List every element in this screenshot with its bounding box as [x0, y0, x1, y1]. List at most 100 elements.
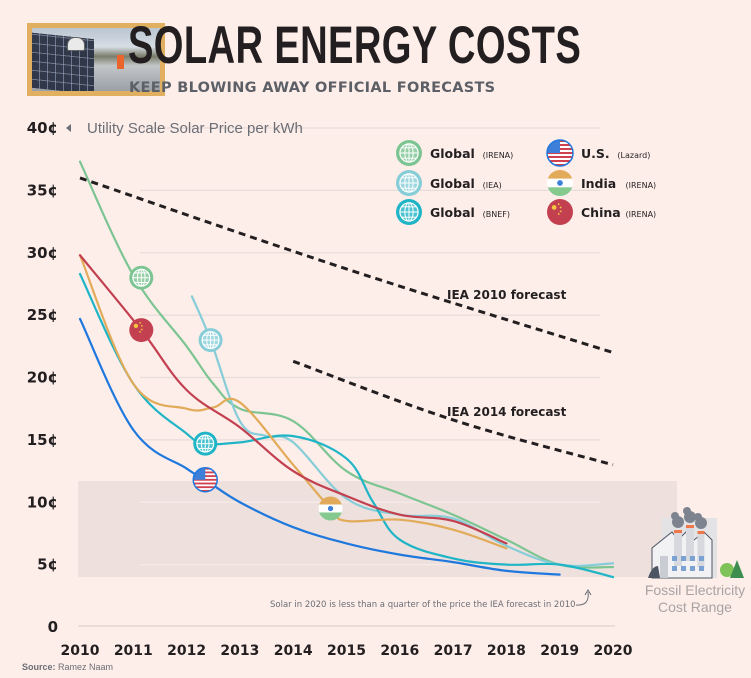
solar-workers-photo: [32, 28, 160, 91]
window: [699, 556, 704, 561]
globe-icon: [396, 170, 422, 196]
y-tick-label: 10¢: [27, 493, 58, 511]
window: [681, 566, 686, 571]
source-label: Source:: [22, 662, 56, 672]
legend-item: Global (IEA): [396, 170, 502, 196]
legend-item-name: China: [581, 205, 621, 220]
source-value: Ramez Naam: [58, 662, 114, 672]
header: SOLAR ENERGY COSTS KEEP BLOWING AWAY OFF…: [0, 0, 751, 110]
annotation-text: Solar in 2020 is less than a quarter of …: [270, 600, 576, 610]
dome: [648, 566, 660, 578]
globe-icon: [396, 140, 422, 166]
window: [690, 556, 695, 561]
legend-item: India (IRENA): [547, 170, 656, 196]
smoke: [671, 512, 679, 520]
y-tick-label: 5¢: [37, 556, 58, 574]
tree: [720, 563, 734, 577]
x-tick-label: 2013: [220, 643, 259, 659]
x-tick-label: 2010: [61, 643, 100, 659]
series-line: [190, 295, 615, 567]
x-tick-label: 2020: [594, 643, 633, 659]
legend-item: U.S. (Lazard): [546, 139, 650, 167]
legend-item: Global (BNEF): [396, 199, 510, 225]
y-tick-label: 25¢: [27, 306, 58, 324]
fossil-cost-band: [78, 481, 677, 578]
legend-item-source: (IEA): [483, 181, 502, 190]
chimney-top: [686, 525, 694, 528]
source-note: Source: Ramez Naam: [22, 662, 113, 672]
tree: [730, 560, 744, 578]
forecast-line: [79, 176, 614, 354]
page-subtitle: KEEP BLOWING AWAY OFFICIAL FORECASTS: [129, 80, 496, 96]
markers-layer: [129, 265, 343, 521]
legend-item-name: Global: [430, 176, 475, 191]
legend-item-source: (IRENA): [626, 210, 657, 219]
legend-item-source: (Lazard): [617, 151, 650, 160]
chimney: [686, 525, 694, 561]
window: [672, 566, 677, 571]
series-line: [78, 160, 615, 569]
x-tick-label: 2011: [114, 643, 153, 659]
chimney: [697, 531, 705, 567]
x-tick-label: 2018: [487, 643, 526, 659]
forecast-label: IEA 2010 forecast: [447, 288, 567, 302]
series-line: [78, 317, 561, 576]
chimney-top: [697, 531, 705, 534]
forecast-label: IEA 2014 forecast: [447, 405, 567, 419]
y-axis-label: Utility Scale Solar Price per kWh: [87, 120, 303, 137]
arrow-icon: [575, 591, 589, 606]
legend-item-source: (IRENA): [483, 151, 514, 160]
india-flag-icon: [547, 170, 573, 196]
window: [681, 556, 686, 561]
x-tick-label: 2019: [540, 643, 579, 659]
legend-item-source: (BNEF): [483, 210, 510, 219]
legend-item-name: India: [581, 176, 616, 191]
y-tick-label: 40¢: [27, 119, 58, 137]
x-tick-label: 2012: [167, 643, 206, 659]
fossil-range-label: Cost Range: [658, 599, 732, 615]
series-line: [78, 272, 615, 579]
y-tick-label: 15¢: [27, 431, 58, 449]
bands-layer: [78, 481, 677, 578]
legend-item: China (IRENA): [547, 199, 656, 225]
window: [672, 556, 677, 561]
x-tick-label: 2015: [327, 643, 366, 659]
axes-layer: 0 5¢ 10¢ 15¢ 20¢ 25¢ 30¢ 35¢ 40¢ Utility Scale So…: [27, 119, 633, 659]
series-line: [78, 254, 508, 550]
chimney-top: [674, 530, 682, 533]
legend-item-name: U.S.: [581, 146, 610, 161]
legend-item-name: Global: [430, 146, 475, 161]
helmet-graphic: [67, 37, 85, 51]
worker-graphic: [117, 55, 124, 69]
globe-icon: [396, 199, 422, 225]
arrow-head-icon: [584, 589, 592, 596]
series-marker-globe-icon: [193, 431, 218, 456]
legend-item-name: Global: [430, 205, 475, 220]
x-tick-label: 2014: [274, 643, 313, 659]
series-marker-india-flag-icon: [318, 496, 343, 521]
forecast-line: [292, 359, 614, 467]
legend-item: Global (IRENA): [396, 140, 513, 166]
y-tick-label: 0: [48, 618, 58, 636]
x-tick-label: 2016: [380, 643, 419, 659]
legend-item-source: (IRENA): [626, 181, 657, 190]
y-tick-label: 35¢: [27, 181, 58, 199]
series-marker-globe-icon: [198, 328, 223, 353]
x-tick-label: 2017: [434, 643, 473, 659]
window: [699, 566, 704, 571]
factory-icon: [648, 507, 744, 579]
forecasts-layer: IEA 2010 forecast IEA 2014 forecast: [79, 176, 614, 467]
series-marker-us-flag-icon: [192, 467, 219, 493]
chimney: [674, 530, 682, 566]
y-tick-label: 20¢: [27, 369, 58, 387]
series-marker-globe-icon: [129, 265, 154, 290]
china-flag-icon: [547, 199, 573, 225]
smoke: [694, 513, 702, 521]
y-tick-label: 30¢: [27, 244, 58, 262]
door: [660, 556, 668, 578]
window: [690, 566, 695, 571]
series-marker-china-flag-icon: [129, 318, 154, 343]
fossil-range-label: Fossil Electricity: [645, 582, 745, 598]
us-flag-icon: [546, 139, 574, 167]
